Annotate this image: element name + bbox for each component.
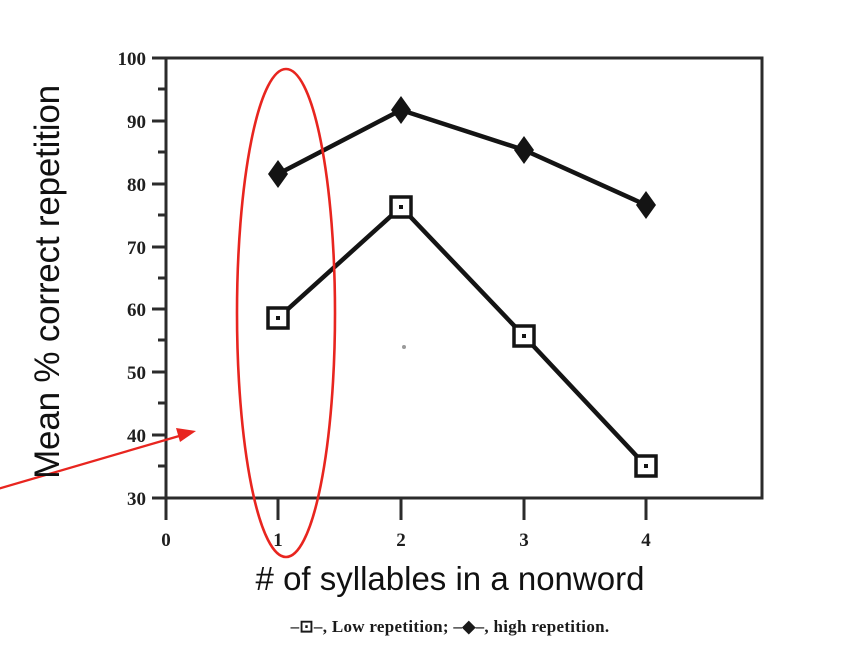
- series-low-repetition: [266, 195, 658, 478]
- y-ticklabel-60: 60: [127, 300, 146, 321]
- series-high-repetition-line: [276, 107, 647, 208]
- y-ticklabel-80: 80: [127, 175, 146, 196]
- pointer-arrow: [0, 428, 196, 490]
- y-ticklabel-30: 30: [127, 489, 146, 510]
- x-ticklabel-3: 3: [519, 530, 529, 551]
- series-high-repetition: [268, 96, 656, 219]
- series-high-repetition-markers: [268, 96, 656, 219]
- figure-legend-caption: –⊡–, Low repetition; –◆–, high repetitio…: [290, 617, 610, 636]
- y-ticklabel-40: 40: [127, 426, 146, 447]
- x-ticklabel-4: 4: [641, 530, 651, 551]
- series-low-repetition-markers: [266, 195, 658, 478]
- plot-border: [164, 56, 764, 500]
- x-ticklabel-0: 0: [161, 530, 171, 551]
- x-ticklabel-2: 2: [396, 530, 406, 551]
- y-ticklabel-70: 70: [127, 238, 146, 259]
- x-axis-ticks: 0 1 2 3 4: [161, 498, 651, 551]
- y-ticklabel-90: 90: [127, 112, 146, 133]
- marker-square-x1: [266, 306, 290, 330]
- plot-frame: [164, 56, 764, 500]
- series-low-repetition-line: [276, 203, 648, 468]
- marker-diamond-x1: [268, 160, 288, 188]
- scan-speck: [402, 345, 406, 349]
- marker-square-x2: [389, 195, 413, 219]
- y-ticklabel-100: 100: [118, 49, 147, 70]
- x-axis-title: # of syllables in a nonword: [255, 560, 645, 597]
- marker-square-x3: [512, 324, 536, 348]
- y-axis-ticks: 100 90 80 70 60 50 40 30: [118, 49, 168, 520]
- x-ticklabel-1: 1: [273, 530, 283, 551]
- pointer-arrow-shaft: [0, 432, 187, 490]
- pointer-arrow-head: [176, 428, 196, 442]
- y-axis-title: Mean % correct repetition: [28, 85, 67, 479]
- marker-square-x4: [634, 454, 658, 478]
- highlight-ellipse: [235, 67, 337, 559]
- y-ticklabel-50: 50: [127, 363, 146, 384]
- marker-diamond-x3: [514, 136, 534, 164]
- marker-diamond-x4: [636, 191, 656, 219]
- marker-diamond-x2: [391, 96, 411, 124]
